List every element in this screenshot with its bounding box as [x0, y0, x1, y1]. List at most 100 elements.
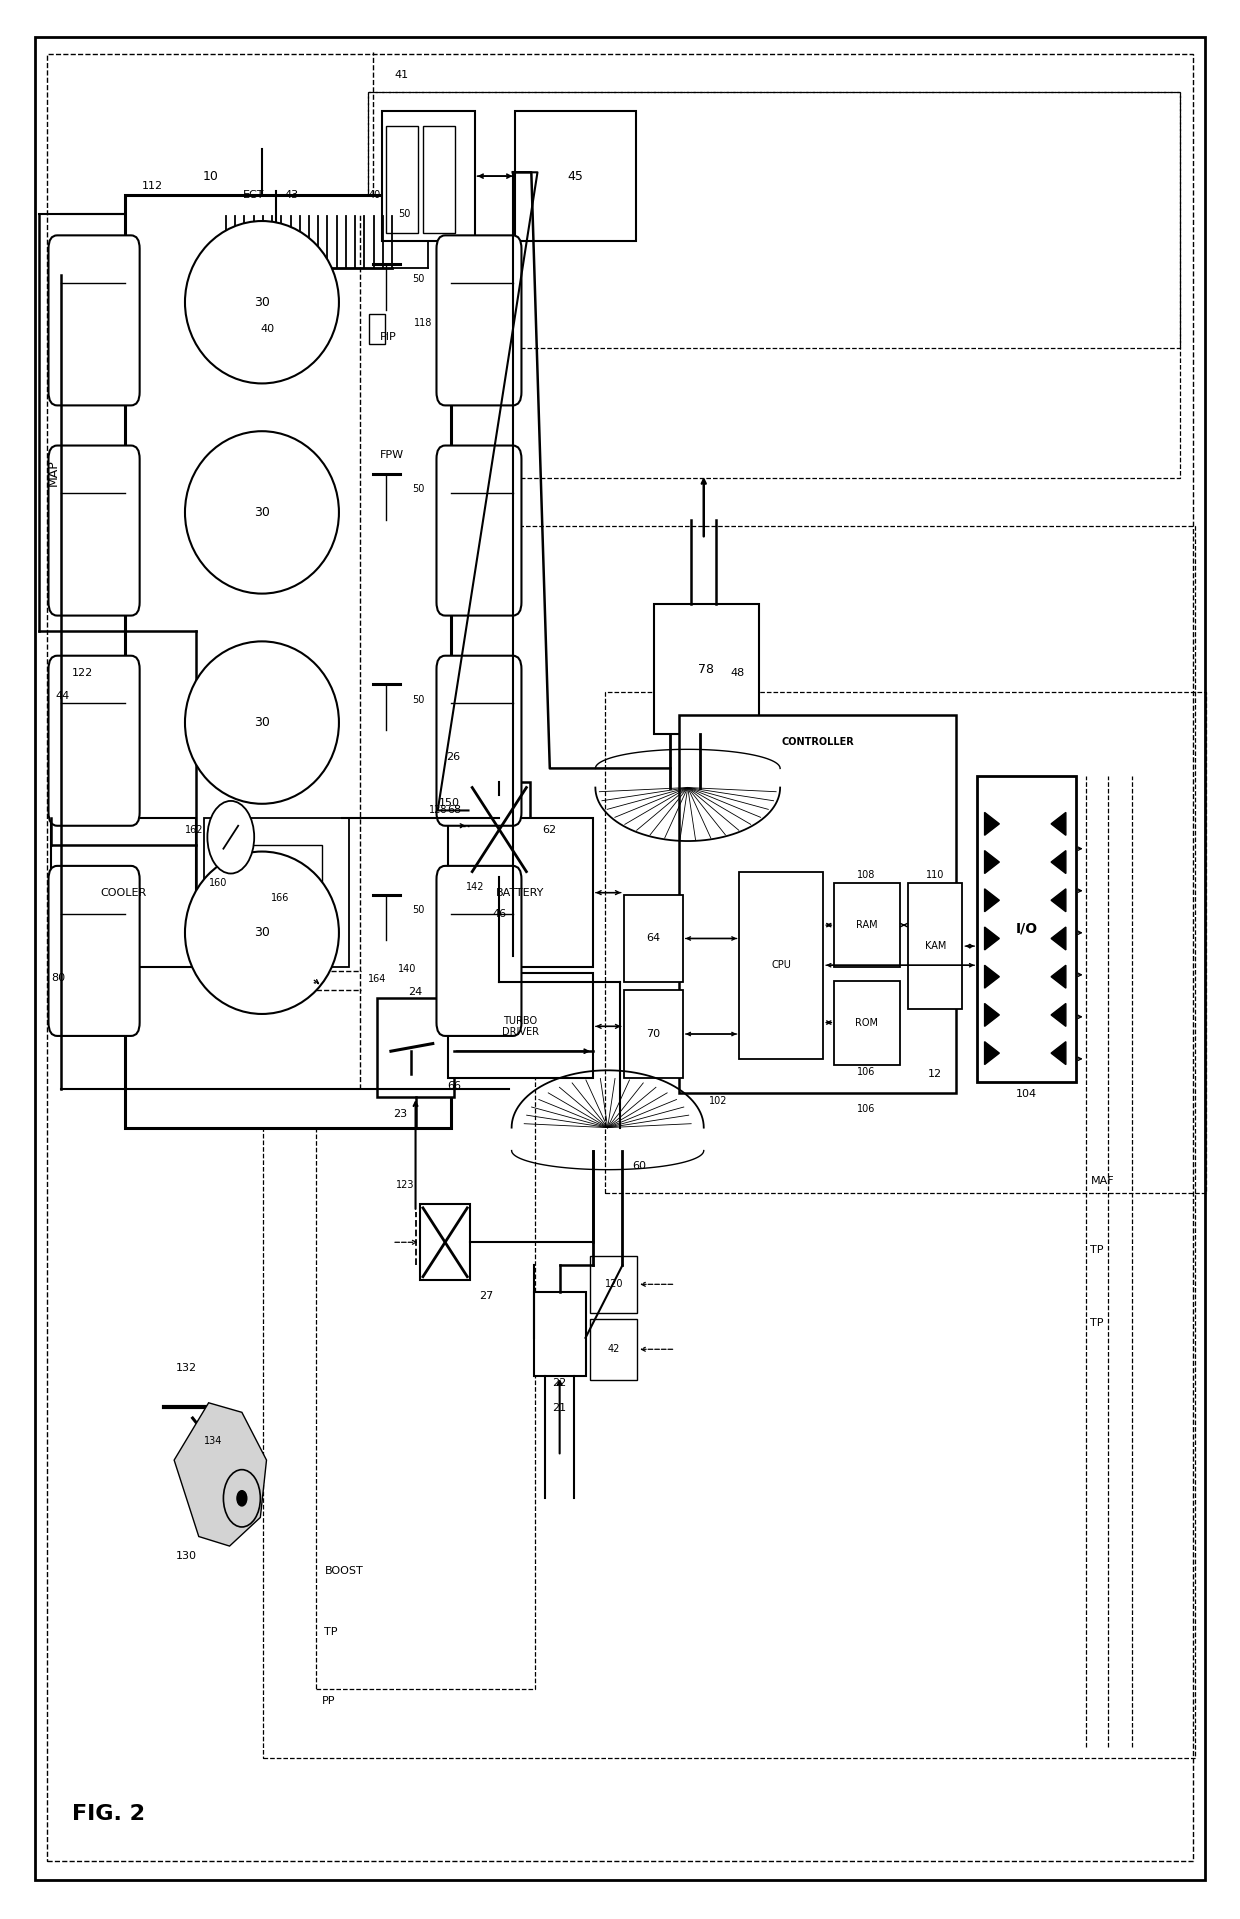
Ellipse shape	[185, 221, 339, 384]
Polygon shape	[1052, 927, 1066, 950]
Bar	[263, 526, 1195, 1758]
Polygon shape	[985, 1004, 999, 1027]
Bar	[977, 775, 1076, 1082]
Text: 42: 42	[608, 1345, 620, 1355]
Text: 41: 41	[394, 69, 409, 81]
Text: 120: 120	[605, 1280, 622, 1290]
Text: CPU: CPU	[771, 960, 791, 971]
Bar	[655, 604, 759, 735]
Text: 122: 122	[72, 668, 93, 677]
Bar	[516, 111, 636, 242]
Bar	[739, 871, 823, 1059]
Text: 112: 112	[143, 180, 164, 190]
Text: 43: 43	[284, 190, 298, 200]
Text: 102: 102	[709, 1096, 728, 1105]
Bar	[420, 1203, 470, 1280]
Text: 50: 50	[413, 906, 425, 915]
Bar	[51, 817, 196, 967]
Polygon shape	[1052, 812, 1066, 835]
FancyBboxPatch shape	[436, 445, 522, 616]
Text: 68: 68	[448, 806, 461, 816]
Polygon shape	[1052, 888, 1066, 912]
Text: 108: 108	[857, 871, 875, 881]
Text: TURBO
DRIVER: TURBO DRIVER	[502, 1015, 538, 1036]
Bar	[191, 775, 415, 990]
Text: 70: 70	[646, 1029, 661, 1038]
Bar	[908, 883, 962, 1009]
Text: 12: 12	[929, 1069, 942, 1078]
Text: 48: 48	[730, 668, 745, 677]
Polygon shape	[1052, 965, 1066, 988]
Text: 110: 110	[926, 871, 945, 881]
Text: MAP: MAP	[47, 459, 60, 486]
Text: 30: 30	[254, 716, 270, 729]
Polygon shape	[174, 1403, 267, 1547]
FancyBboxPatch shape	[436, 865, 522, 1036]
Polygon shape	[1052, 850, 1066, 873]
Bar	[316, 1075, 534, 1689]
Text: 140: 140	[398, 963, 417, 975]
Polygon shape	[985, 850, 999, 873]
Bar	[367, 92, 1180, 478]
Text: 134: 134	[205, 1435, 223, 1447]
Bar	[386, 127, 418, 234]
Text: 50: 50	[413, 484, 425, 495]
Text: 50: 50	[413, 274, 425, 284]
Bar	[448, 817, 593, 967]
Text: 106: 106	[857, 1067, 875, 1077]
Text: 23: 23	[393, 1109, 408, 1119]
Text: BOOST: BOOST	[325, 1566, 363, 1575]
Text: 123: 123	[396, 1180, 414, 1190]
Text: 45: 45	[568, 169, 584, 182]
Text: 21: 21	[553, 1403, 567, 1412]
Ellipse shape	[185, 852, 339, 1013]
Text: 162: 162	[185, 825, 203, 835]
Circle shape	[237, 1491, 247, 1506]
Bar	[490, 906, 510, 936]
Text: 46: 46	[492, 908, 506, 919]
Polygon shape	[985, 927, 999, 950]
Bar	[680, 716, 956, 1094]
Polygon shape	[1052, 1004, 1066, 1027]
Text: TP: TP	[1090, 1245, 1104, 1255]
Bar	[590, 1255, 637, 1313]
Bar	[448, 973, 593, 1078]
Text: COOLER: COOLER	[100, 888, 146, 898]
FancyBboxPatch shape	[48, 236, 140, 405]
Text: 10: 10	[203, 169, 219, 182]
Bar	[835, 883, 899, 967]
Text: 30: 30	[254, 296, 270, 309]
Bar	[590, 1318, 637, 1380]
Text: MAF: MAF	[1090, 1176, 1114, 1186]
Bar	[238, 844, 322, 952]
Text: 150: 150	[439, 798, 460, 808]
Text: I/O: I/O	[1016, 921, 1038, 936]
Text: 22: 22	[553, 1378, 567, 1387]
Text: 30: 30	[254, 507, 270, 518]
Text: 62: 62	[542, 825, 557, 835]
Bar	[423, 127, 455, 234]
Text: 118: 118	[414, 319, 432, 328]
Text: 128: 128	[429, 806, 448, 816]
Text: CONTROLLER: CONTROLLER	[781, 737, 854, 746]
Polygon shape	[1052, 1042, 1066, 1065]
Text: TP: TP	[1090, 1318, 1104, 1328]
Text: PP: PP	[322, 1696, 336, 1706]
Bar	[624, 990, 683, 1078]
Bar	[605, 693, 1207, 1192]
Text: KAM: KAM	[925, 940, 946, 952]
Bar	[125, 196, 451, 1128]
Text: 27: 27	[480, 1291, 494, 1301]
Bar	[533, 1291, 585, 1376]
Text: 24: 24	[408, 986, 423, 998]
Text: BATTERY: BATTERY	[496, 888, 544, 898]
Bar	[624, 894, 683, 983]
Text: ROM: ROM	[854, 1017, 878, 1027]
Text: FPW: FPW	[379, 451, 404, 461]
Text: 78: 78	[698, 662, 714, 675]
Text: 142: 142	[466, 883, 485, 892]
Text: 30: 30	[254, 927, 270, 938]
Text: 132: 132	[176, 1362, 197, 1374]
Text: 130: 130	[176, 1551, 197, 1560]
Text: 166: 166	[270, 894, 289, 904]
